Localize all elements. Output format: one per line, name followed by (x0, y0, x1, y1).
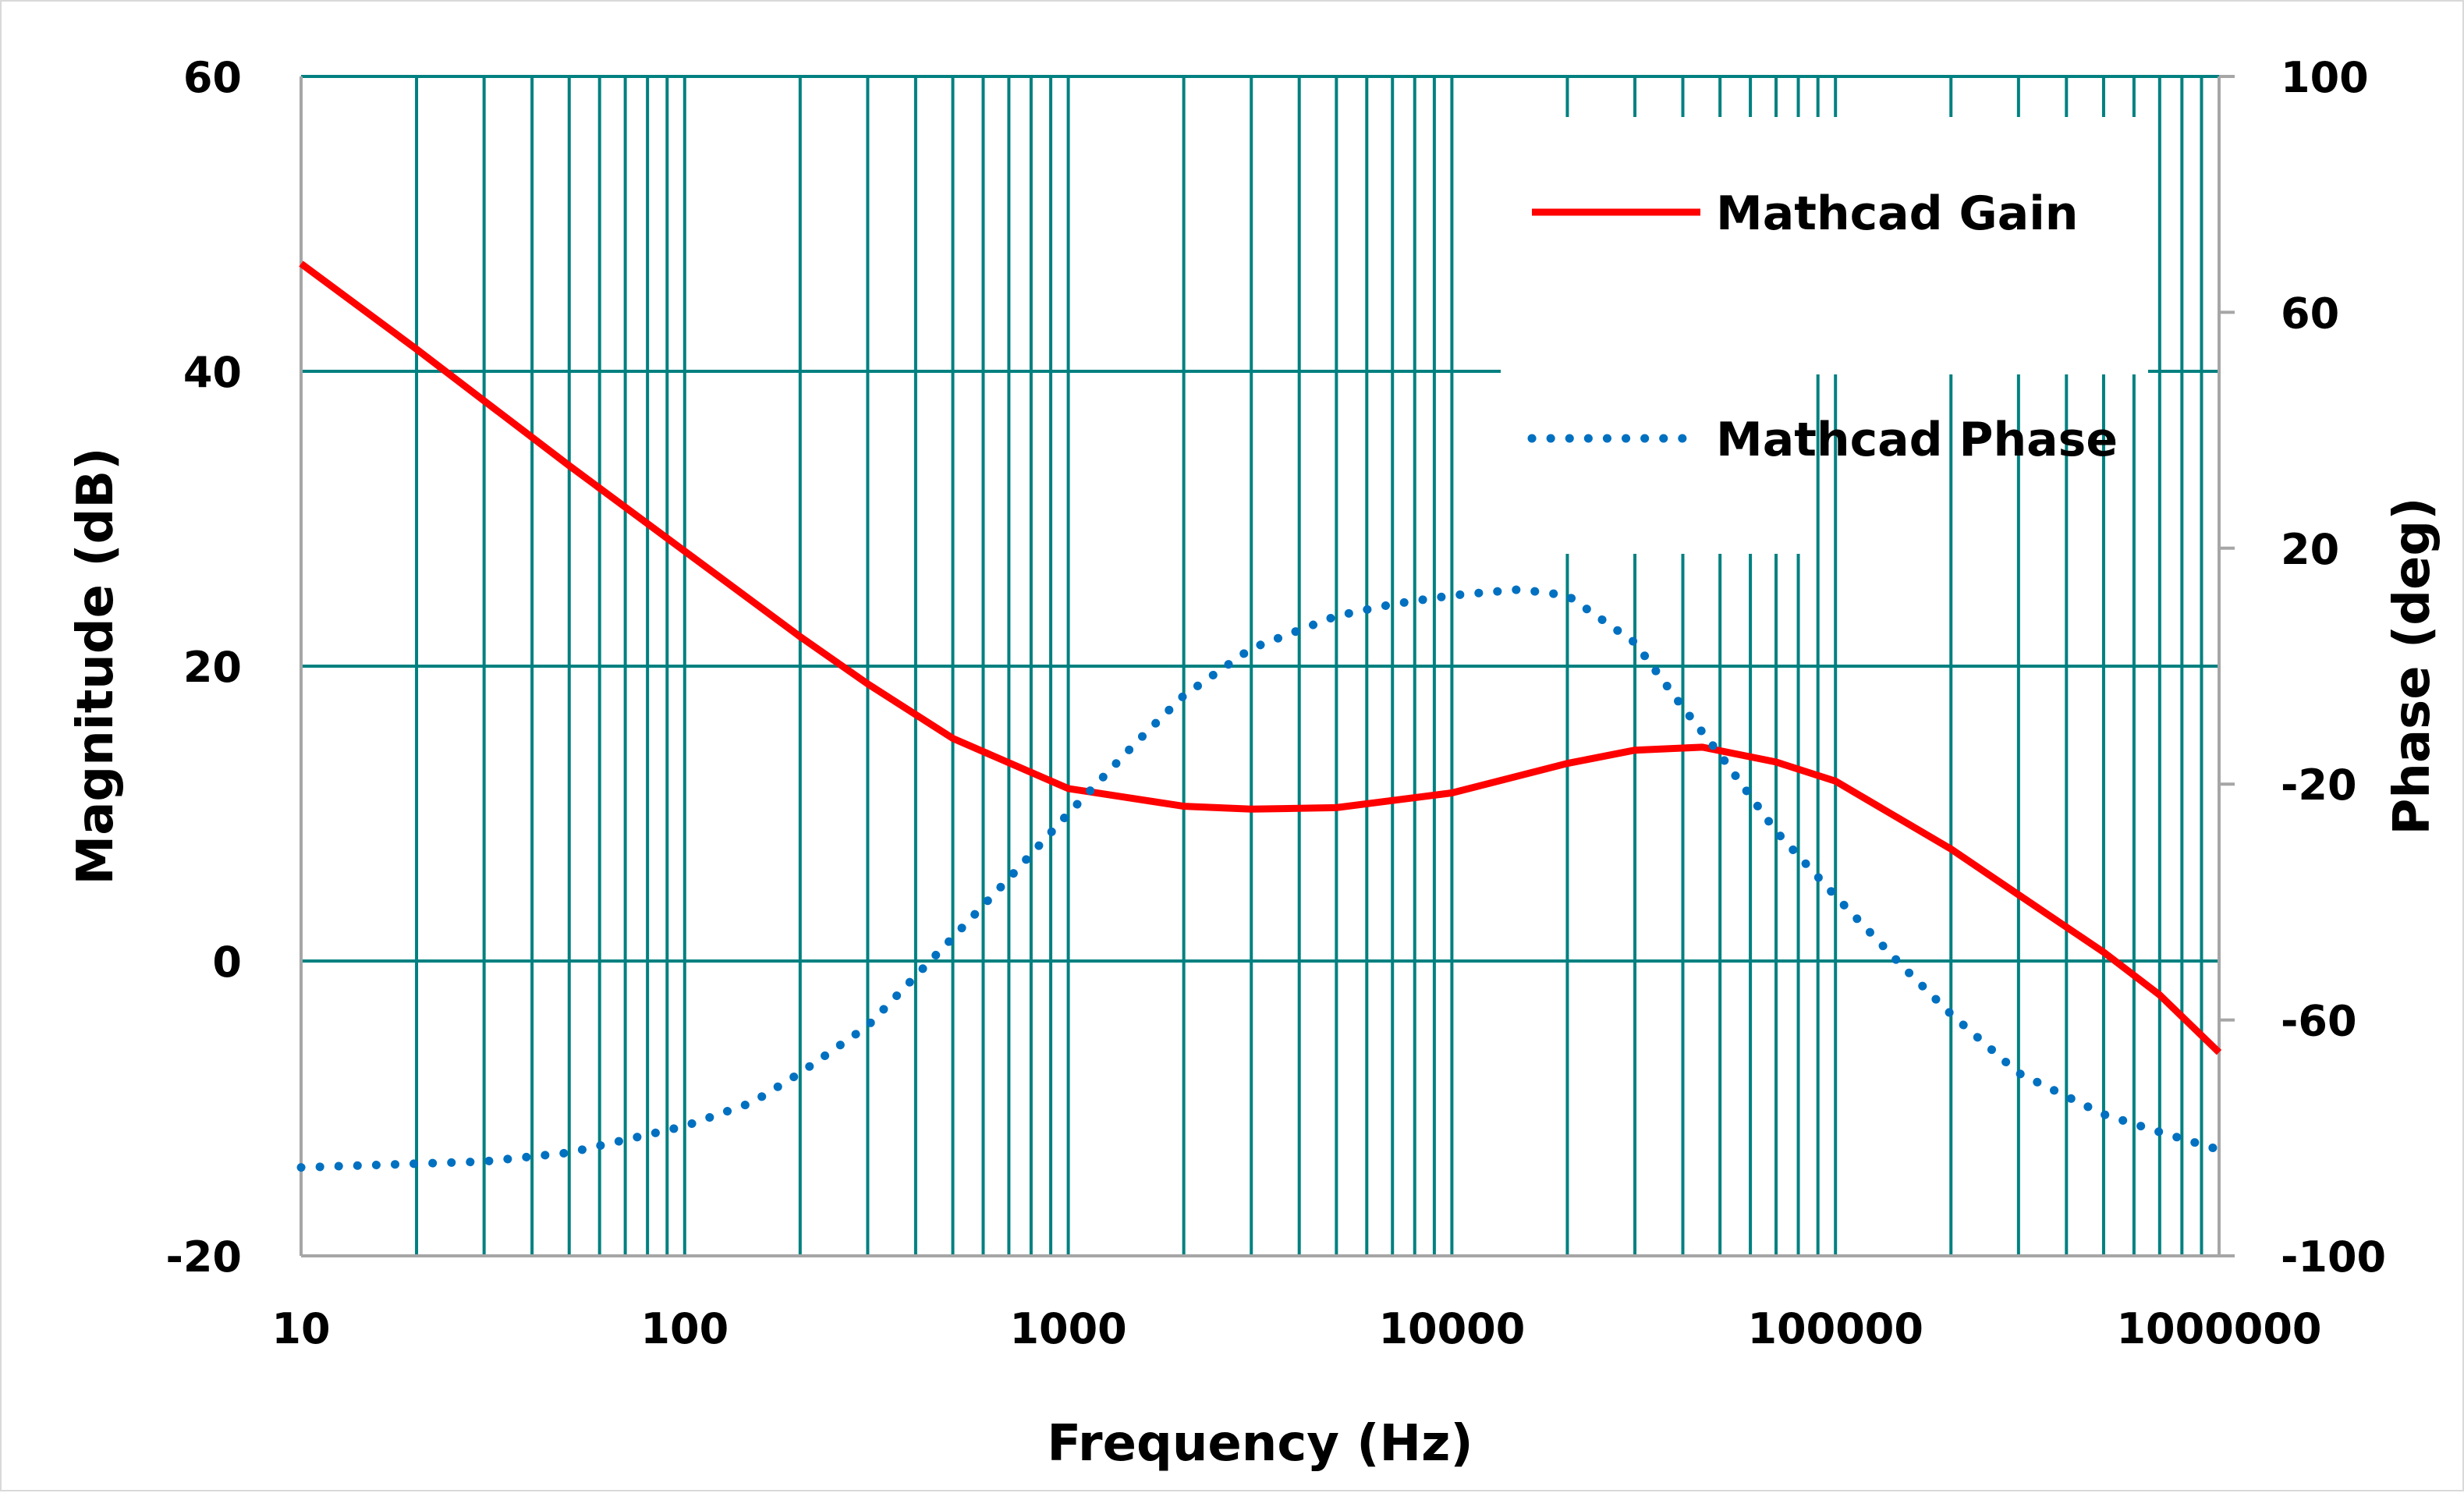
y-tick-label: 60 (183, 53, 242, 102)
x-tick-label: 100000 (1747, 1304, 1923, 1353)
y2-tick-label: 100 (2281, 53, 2369, 102)
legend: Mathcad Gain Mathcad Phase (1501, 117, 2148, 554)
y-tick-label: 40 (183, 348, 242, 397)
y2-tick-label: 60 (2281, 289, 2339, 338)
x-tick-label: 10 (271, 1304, 330, 1353)
x-axis-title: Frequency (Hz) (1047, 1415, 1473, 1473)
y2-axis-title: Phase (deg) (2384, 498, 2441, 835)
y-tick-label: 20 (183, 643, 242, 692)
x-tick-label: 1000000 (2116, 1304, 2321, 1353)
gain-series-line (299, 261, 2222, 1055)
y-axis-title: Magnitude (dB) (67, 448, 125, 885)
legend-gain-label: Mathcad Gain (1716, 186, 2079, 241)
labels-layer: 10 100 1000 10000 100000 1000000 60 40 20 0 -20 100… (67, 53, 2441, 1473)
axes-layer (300, 75, 2235, 1257)
legend-phase-label: Mathcad Phase (1716, 413, 2118, 467)
legend-background (1501, 117, 2148, 374)
y2-tick-label: -20 (2281, 761, 2357, 810)
y-tick-label: -20 (165, 1232, 242, 1282)
x-tick-label: 1000 (1009, 1304, 1126, 1353)
y2-tick-label: -100 (2281, 1232, 2386, 1282)
x-tick-label: 10000 (1378, 1304, 1525, 1353)
series-layer (296, 261, 2224, 1172)
y2-tick-label: 20 (2281, 525, 2339, 574)
phase-series-line (296, 585, 2224, 1172)
legend-background (1501, 374, 1805, 554)
x-tick-label: 100 (640, 1304, 729, 1353)
y2-tick-label: -60 (2281, 997, 2357, 1046)
y-tick-label: 0 (212, 938, 242, 987)
